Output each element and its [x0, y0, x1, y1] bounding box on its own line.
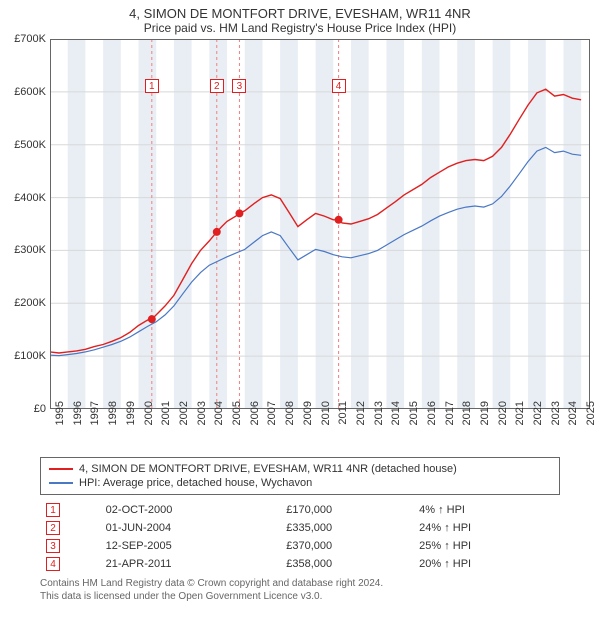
x-axis-label: 2009: [302, 401, 314, 431]
sale-marker-box: 4: [332, 79, 346, 93]
sale-marker-box: 3: [232, 79, 246, 93]
x-axis-label: 2005: [231, 401, 243, 431]
sale-marker-icon: 3: [46, 539, 60, 553]
sale-date: 01-JUN-2004: [100, 519, 281, 537]
legend-row: HPI: Average price, detached house, Wych…: [49, 476, 551, 490]
sale-diff: 24% ↑ HPI: [413, 519, 560, 537]
y-axis-label: £100K: [2, 350, 46, 362]
y-axis-label: £300K: [2, 244, 46, 256]
x-axis-label: 1995: [54, 401, 66, 431]
y-axis-label: £700K: [2, 33, 46, 45]
legend-swatch: [49, 468, 73, 470]
sale-row: 1 02-OCT-2000£170,0004% ↑ HPI: [40, 501, 560, 519]
x-axis-label: 2004: [213, 401, 225, 431]
x-axis-label: 2006: [249, 401, 261, 431]
sale-row: 4 21-APR-2011£358,00020% ↑ HPI: [40, 555, 560, 573]
x-axis-label: 2013: [373, 401, 385, 431]
x-axis-label: 2010: [320, 401, 332, 431]
x-axis-label: 1997: [89, 401, 101, 431]
sale-marker-box: 2: [210, 79, 224, 93]
sale-price: £170,000: [280, 501, 413, 519]
x-axis-label: 2021: [514, 401, 526, 431]
x-axis-label: 2012: [355, 401, 367, 431]
x-axis-label: 2020: [497, 401, 509, 431]
x-axis-label: 1996: [72, 401, 84, 431]
x-axis-label: 2016: [426, 401, 438, 431]
legend-row: 4, SIMON DE MONTFORT DRIVE, EVESHAM, WR1…: [49, 462, 551, 476]
x-axis-label: 2014: [390, 401, 402, 431]
sale-price: £370,000: [280, 537, 413, 555]
sale-diff: 25% ↑ HPI: [413, 537, 560, 555]
sale-date: 12-SEP-2005: [100, 537, 281, 555]
chart-subtitle: Price paid vs. HM Land Registry's House …: [0, 21, 600, 39]
chart-svg: [50, 39, 590, 409]
y-axis-label: £600K: [2, 86, 46, 98]
chart-area: £0£100K£200K£300K£400K£500K£600K£700K 19…: [50, 39, 592, 409]
footer-text: Contains HM Land Registry data © Crown c…: [40, 577, 560, 603]
legend-box: 4, SIMON DE MONTFORT DRIVE, EVESHAM, WR1…: [40, 457, 560, 495]
sale-diff: 4% ↑ HPI: [413, 501, 560, 519]
x-axis-label: 2002: [178, 401, 190, 431]
x-axis-label: 1999: [125, 401, 137, 431]
sale-marker-box: 1: [145, 79, 159, 93]
x-axis-label: 2022: [532, 401, 544, 431]
x-axis-label: 2015: [408, 401, 420, 431]
footer-line-2: This data is licensed under the Open Gov…: [40, 590, 560, 603]
y-axis-label: £500K: [2, 139, 46, 151]
sale-price: £335,000: [280, 519, 413, 537]
x-axis-label: 2018: [461, 401, 473, 431]
y-axis-label: £400K: [2, 192, 46, 204]
x-axis-label: 2007: [266, 401, 278, 431]
sale-marker-icon: 4: [46, 557, 60, 571]
legend-label: HPI: Average price, detached house, Wych…: [79, 477, 312, 489]
x-axis-label: 2003: [196, 401, 208, 431]
sale-date: 02-OCT-2000: [100, 501, 281, 519]
x-axis-label: 2025: [585, 401, 597, 431]
sale-price: £358,000: [280, 555, 413, 573]
x-axis-label: 2001: [160, 401, 172, 431]
x-axis-label: 2023: [550, 401, 562, 431]
sales-table: 1 02-OCT-2000£170,0004% ↑ HPI 2 01-JUN-2004…: [40, 501, 560, 573]
sale-diff: 20% ↑ HPI: [413, 555, 560, 573]
sale-marker-icon: 1: [46, 503, 60, 517]
x-axis-label: 2011: [337, 401, 349, 431]
x-axis-label: 2017: [444, 401, 456, 431]
y-axis-label: £200K: [2, 297, 46, 309]
x-axis-label: 2000: [143, 401, 155, 431]
x-axis-label: 2008: [284, 401, 296, 431]
legend-swatch: [49, 482, 73, 484]
sale-marker-icon: 2: [46, 521, 60, 535]
footer-line-1: Contains HM Land Registry data © Crown c…: [40, 577, 560, 590]
sale-row: 2 01-JUN-2004£335,00024% ↑ HPI: [40, 519, 560, 537]
x-axis-label: 2019: [479, 401, 491, 431]
chart-title: 4, SIMON DE MONTFORT DRIVE, EVESHAM, WR1…: [0, 0, 600, 21]
sale-date: 21-APR-2011: [100, 555, 281, 573]
legend-label: 4, SIMON DE MONTFORT DRIVE, EVESHAM, WR1…: [79, 463, 457, 475]
x-axis-label: 1998: [107, 401, 119, 431]
y-axis-label: £0: [2, 403, 46, 415]
x-axis-label: 2024: [567, 401, 579, 431]
sale-row: 3 12-SEP-2005£370,00025% ↑ HPI: [40, 537, 560, 555]
